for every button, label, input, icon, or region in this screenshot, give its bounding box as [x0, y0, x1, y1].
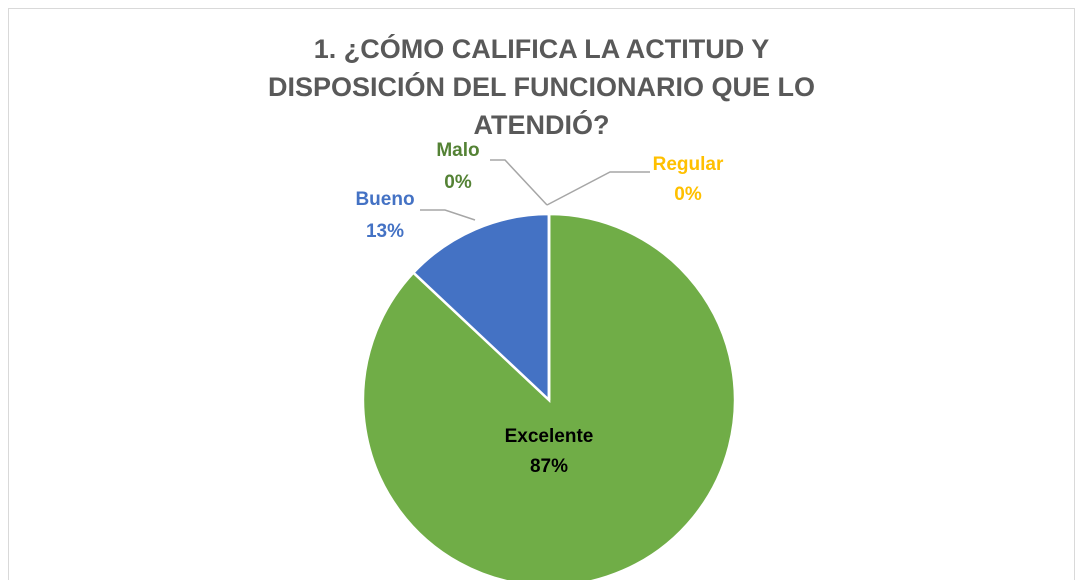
chart-title: 1. ¿CÓMO CALIFICA LA ACTITUD Y DISPOSICI…	[267, 34, 816, 140]
slice-label: Excelente	[505, 426, 594, 447]
slice-label: Bueno	[355, 189, 414, 210]
slice-label: Regular	[653, 154, 724, 175]
slice-value-label: 87%	[530, 456, 568, 477]
slice-value-label: 0%	[674, 184, 702, 205]
slice-label: Malo	[436, 140, 479, 161]
slice-value-label: 13%	[366, 221, 404, 242]
leader-line	[490, 159, 548, 206]
leader-line	[546, 171, 650, 206]
pie-slice	[411, 212, 551, 403]
slice-value-label: 0%	[444, 172, 472, 193]
leader-line	[420, 209, 476, 221]
